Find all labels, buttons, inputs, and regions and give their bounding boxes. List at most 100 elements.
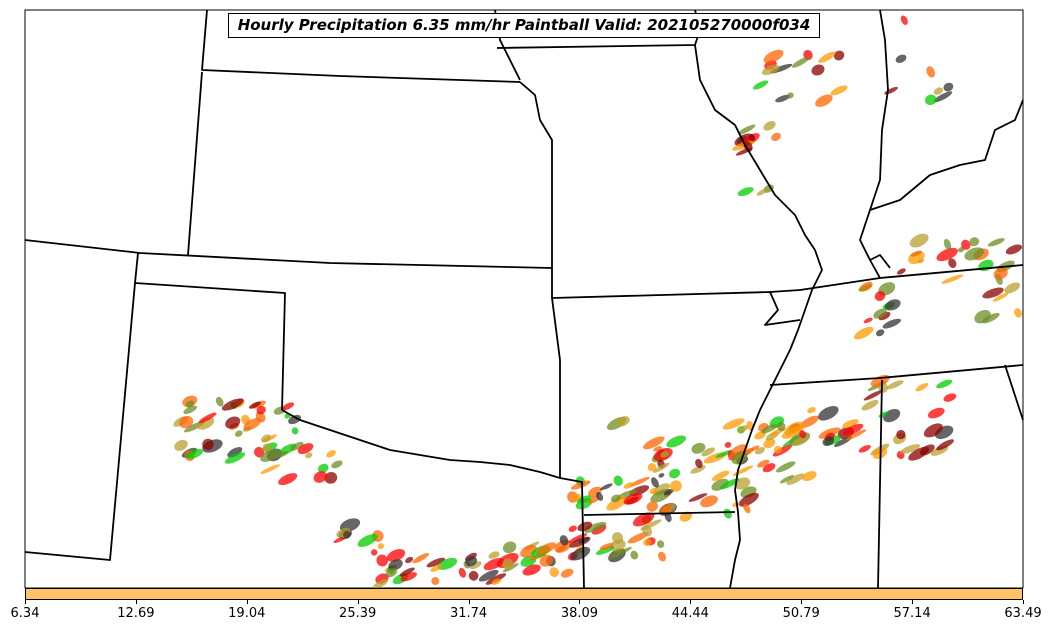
precipitation-paintball bbox=[385, 568, 397, 578]
precipitation-paintball bbox=[342, 531, 351, 539]
precipitation-paintball bbox=[722, 418, 745, 430]
precipitation-paintball bbox=[969, 237, 980, 247]
precipitation-paintball bbox=[777, 421, 786, 432]
precipitation-paintball bbox=[660, 450, 670, 458]
precipitation-paintball bbox=[613, 475, 623, 486]
precipitation-paintball bbox=[833, 50, 845, 61]
precipitation-paintball bbox=[288, 414, 302, 425]
precipitation-paintball bbox=[290, 441, 304, 451]
precipitation-paintball bbox=[762, 463, 776, 473]
precipitation-paintball bbox=[658, 551, 666, 562]
mississippi-alabama bbox=[877, 379, 883, 589]
precipitation-paintball bbox=[873, 308, 887, 319]
precipitation-paintball bbox=[386, 549, 406, 562]
precipitation-paintball bbox=[215, 396, 224, 407]
precipitation-paintball bbox=[202, 438, 214, 451]
ohio-river bbox=[869, 99, 1024, 211]
precipitation-paintball bbox=[915, 383, 929, 392]
precipitation-paintball bbox=[570, 546, 591, 561]
precipitation-paintball bbox=[1005, 244, 1023, 255]
oklahoma-east bbox=[551, 268, 585, 589]
precipitation-paintball bbox=[609, 539, 626, 552]
precipitation-paintball bbox=[305, 452, 313, 459]
precipitation-paintball bbox=[324, 472, 338, 484]
precipitation-paintball bbox=[842, 419, 859, 429]
precipitation-paintball bbox=[792, 436, 808, 446]
precipitation-paintball bbox=[556, 545, 567, 553]
precipitation-paintball bbox=[372, 579, 389, 589]
precipitation-paintball bbox=[936, 247, 958, 262]
precipitation-paintball bbox=[933, 87, 944, 95]
precipitation-paintball bbox=[876, 329, 885, 337]
precipitation-paintball bbox=[227, 447, 243, 458]
precipitation-paintball bbox=[198, 412, 217, 424]
precipitation-paintball bbox=[224, 452, 246, 464]
precipitation-paintball bbox=[640, 519, 662, 531]
precipitation-paintball bbox=[627, 532, 649, 544]
precipitation-paintball bbox=[234, 430, 243, 437]
precipitation-paintball bbox=[649, 487, 658, 495]
precipitation-paintball bbox=[478, 569, 499, 582]
precipitation-paintball bbox=[185, 448, 203, 459]
precipitation-paintball bbox=[982, 287, 1004, 299]
precipitation-paintball bbox=[897, 268, 906, 275]
precipitation-paintball bbox=[775, 94, 790, 103]
precipitation-paintball bbox=[297, 443, 314, 455]
precipitation-paintball bbox=[578, 536, 590, 544]
precipitation-paintball bbox=[225, 416, 241, 429]
kentucky-river bbox=[869, 254, 891, 269]
new-mexico-west bbox=[24, 282, 136, 561]
precipitation-paintball bbox=[326, 450, 336, 458]
precipitation-paintball bbox=[763, 121, 776, 131]
precipitation-paintball bbox=[595, 545, 615, 555]
precipitation-paintball bbox=[748, 134, 756, 142]
oklahoma-red-river bbox=[281, 409, 561, 479]
precipitation-paintball bbox=[752, 80, 769, 90]
precipitation-paintball bbox=[1004, 282, 1021, 294]
precipitation-paintball bbox=[243, 417, 262, 431]
colorbar-tick-mark bbox=[135, 600, 137, 604]
precipitation-paintball bbox=[679, 511, 693, 522]
precipitation-paintball bbox=[549, 567, 559, 578]
colorbar bbox=[25, 588, 1023, 600]
precipitation-paintball bbox=[179, 415, 194, 429]
precipitation-paintball bbox=[256, 405, 266, 415]
precipitation-paintball bbox=[818, 51, 836, 63]
precipitation-paintball bbox=[843, 423, 864, 436]
precipitation-paintball bbox=[909, 233, 929, 248]
precipitation-paintball bbox=[775, 461, 796, 473]
precipitation-paintball bbox=[757, 459, 770, 468]
map-title: Hourly Precipitation 6.35 mm/hr Paintbal… bbox=[228, 13, 820, 38]
precipitation-paintball bbox=[313, 471, 328, 483]
precipitation-paintball bbox=[992, 292, 1009, 302]
precipitation-paintball bbox=[807, 407, 816, 414]
precipitation-paintball bbox=[927, 407, 945, 419]
precipitation-paintball bbox=[791, 56, 810, 68]
colorbar-tick-label: 57.14 bbox=[893, 606, 931, 621]
precipitation-paintball bbox=[656, 540, 665, 548]
precipitation-paintball bbox=[761, 64, 780, 76]
precipitation-paintball bbox=[730, 444, 748, 455]
precipitation-paintball bbox=[695, 458, 703, 469]
precipitation-paintball bbox=[659, 504, 672, 514]
precipitation-paintball bbox=[895, 54, 907, 63]
precipitation-paintball bbox=[183, 405, 197, 415]
colorbar-tick-mark bbox=[468, 600, 470, 604]
precipitation-paintball bbox=[943, 238, 952, 250]
precipitation-paintball bbox=[964, 247, 984, 261]
oklahoma-panhandle bbox=[134, 252, 286, 411]
illinois-east bbox=[859, 9, 889, 279]
precipitation-paintball bbox=[763, 438, 776, 449]
precipitation-paintball bbox=[845, 429, 867, 441]
colorbar-tick-mark bbox=[801, 600, 803, 604]
alabama-georgia bbox=[1004, 364, 1024, 421]
precipitation-paintball bbox=[357, 534, 378, 547]
precipitation-paintball bbox=[260, 464, 280, 474]
precipitation-paintball bbox=[737, 124, 756, 135]
precipitation-paintball bbox=[646, 501, 658, 512]
precipitation-paintball bbox=[874, 291, 886, 302]
precipitation-paintball bbox=[802, 471, 817, 482]
precipitation-paintball bbox=[426, 557, 446, 568]
colorbar-tick-mark bbox=[1023, 600, 1024, 604]
precipitation-paintball bbox=[491, 578, 502, 585]
